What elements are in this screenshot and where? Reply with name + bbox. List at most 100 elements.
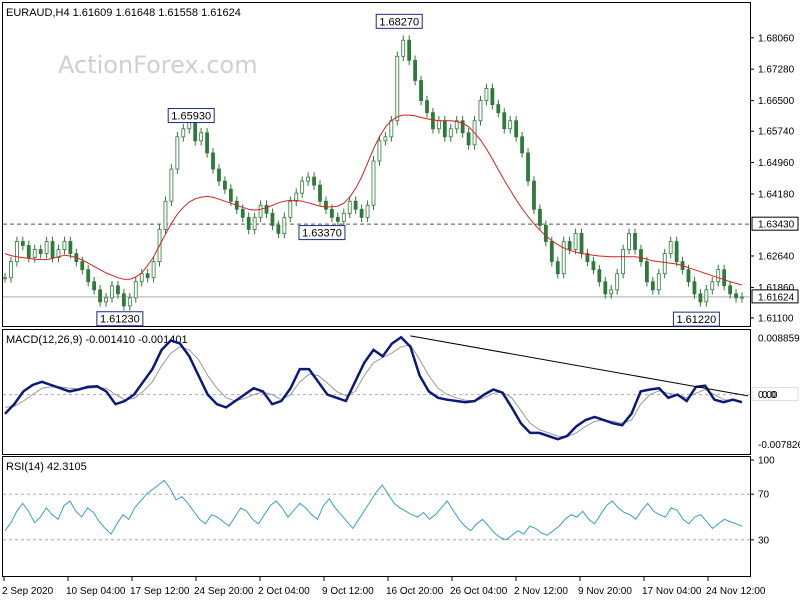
- candle-body: [436, 120, 441, 130]
- x-tick-label: 2 Nov 12:00: [514, 586, 568, 597]
- candle-body: [169, 168, 174, 202]
- rsi-series: [3, 479, 750, 541]
- annotation-box: [167, 108, 215, 124]
- candle-body: [341, 212, 346, 222]
- rsi-line: [4, 479, 743, 541]
- candle-body: [9, 261, 13, 279]
- candle-body: [538, 208, 542, 226]
- candle-body: [543, 224, 548, 242]
- candle-body: [633, 233, 637, 250]
- annotation-box: [298, 225, 346, 241]
- candle-body: [597, 269, 602, 283]
- y-tick-label: 1.65740: [758, 127, 795, 138]
- candle-body: [561, 241, 566, 275]
- candle-body: [193, 120, 198, 142]
- candle-body: [205, 132, 209, 154]
- price-annotation: 1.61230: [96, 311, 144, 327]
- candle-body: [401, 39, 406, 57]
- candle-body: [674, 241, 679, 263]
- candle-body: [496, 104, 501, 114]
- candle-body: [92, 281, 97, 291]
- candle-body: [466, 132, 471, 146]
- candle-body: [579, 233, 584, 254]
- price-annotation: 1.65930: [167, 108, 215, 124]
- candle-body: [26, 245, 31, 258]
- annotation-label: 1.63370: [302, 228, 342, 240]
- candle-body: [567, 241, 572, 250]
- x-tick-label: 17 Nov 04:00: [642, 586, 702, 597]
- price-annotation: 1.61220: [672, 311, 720, 327]
- candle-body: [163, 200, 168, 230]
- candle-body: [419, 80, 423, 101]
- candle-body: [288, 200, 293, 218]
- annotation-label: 1.61230: [100, 314, 140, 326]
- candle-body: [38, 249, 43, 254]
- candle-body: [258, 204, 263, 218]
- candle-body: [80, 261, 85, 271]
- candle-body: [371, 160, 376, 206]
- rsi-title: RSI(14) 42.3105: [6, 461, 87, 473]
- candle-body: [270, 212, 275, 226]
- candle-body: [127, 297, 132, 307]
- candle-body: [377, 140, 382, 162]
- candle-body: [431, 112, 435, 130]
- candle-body: [698, 293, 703, 303]
- candle-body: [300, 180, 305, 194]
- candle-body: [312, 176, 316, 186]
- candle-body: [276, 224, 281, 234]
- candle-body: [217, 168, 221, 182]
- x-tick-label: 17 Sep 12:00: [130, 586, 190, 597]
- macd-trendline: [410, 335, 749, 397]
- candle-body: [442, 120, 447, 138]
- candle-body: [32, 249, 37, 258]
- candle-body: [645, 261, 649, 283]
- y-tick-label: 1.64960: [758, 158, 795, 169]
- y-tick-label: 1.64180: [758, 189, 795, 200]
- y-tick-label: 1.61624: [758, 292, 795, 303]
- candle-body: [656, 273, 661, 291]
- candle-body: [14, 241, 19, 263]
- candle-body: [264, 204, 269, 214]
- x-tick-label: 10 Sep 04:00: [66, 586, 126, 597]
- candle-body: [389, 120, 394, 138]
- candle-body: [44, 241, 49, 254]
- candle-body: [56, 249, 61, 258]
- price-tag-box: [751, 289, 799, 304]
- candle-body: [668, 241, 673, 254]
- x-tick-label: 16 Oct 20:00: [386, 586, 444, 597]
- candle-body: [365, 204, 370, 218]
- axes: 1.68060 1.67280 1.66500 1.65740 1.64960 1.641…: [2, 33, 800, 597]
- candle-body: [650, 281, 655, 291]
- candle-body: [722, 269, 727, 287]
- candle-body: [104, 297, 108, 303]
- candle-body: [62, 241, 67, 250]
- candle-body: [306, 176, 311, 182]
- candle-body: [324, 200, 328, 210]
- candle-body: [413, 59, 418, 81]
- candle-body: [347, 200, 352, 214]
- candle-body: [3, 277, 7, 280]
- annotation-label: 1.68270: [379, 16, 419, 28]
- macd-line: [4, 335, 743, 441]
- candle-body: [615, 273, 620, 291]
- rsi-y-tick-label: 70: [758, 490, 770, 501]
- candle-body: [20, 241, 25, 246]
- candle-body: [514, 120, 519, 138]
- candle-body: [484, 88, 489, 101]
- candle-body: [395, 55, 400, 122]
- candle-body: [662, 253, 667, 275]
- candle-body: [246, 216, 251, 230]
- candle-body: [359, 208, 364, 218]
- candle-body: [555, 261, 560, 275]
- candle-body: [490, 88, 495, 106]
- candle-body: [383, 136, 388, 142]
- annotation-box: [375, 13, 423, 29]
- moving-average-line: [4, 114, 743, 286]
- candle-body: [133, 281, 138, 299]
- candle-body: [591, 261, 596, 271]
- candle-body: [110, 285, 114, 299]
- price-title: EURAUD,H4 1.61609 1.61648 1.61558 1.6162…: [6, 7, 241, 19]
- x-tick-label: 9 Nov 20:00: [578, 586, 632, 597]
- macd-y-tick-label: 0.0: [762, 390, 776, 401]
